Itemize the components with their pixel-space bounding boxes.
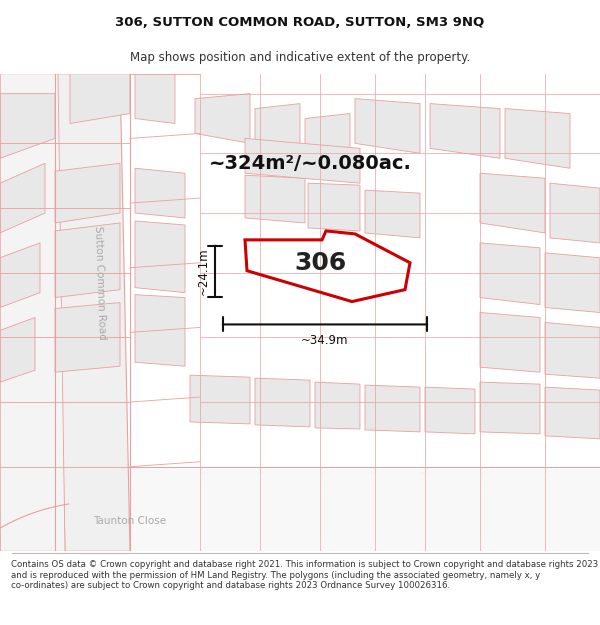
Polygon shape [505, 109, 570, 168]
Polygon shape [480, 312, 540, 372]
Polygon shape [545, 253, 600, 312]
Polygon shape [430, 104, 500, 158]
Text: ~34.9m: ~34.9m [301, 334, 349, 347]
Text: Contains OS data © Crown copyright and database right 2021. This information is : Contains OS data © Crown copyright and d… [11, 560, 598, 590]
Polygon shape [425, 387, 475, 434]
Polygon shape [480, 243, 540, 304]
Polygon shape [480, 173, 545, 233]
Text: Taunton Close: Taunton Close [94, 516, 167, 526]
Polygon shape [315, 382, 360, 429]
Polygon shape [365, 190, 420, 238]
Text: ~324m²/~0.080ac.: ~324m²/~0.080ac. [209, 154, 412, 173]
Polygon shape [355, 99, 420, 153]
Polygon shape [135, 294, 185, 366]
Polygon shape [135, 168, 185, 218]
Polygon shape [0, 243, 40, 308]
Polygon shape [245, 175, 305, 223]
Polygon shape [245, 138, 360, 183]
Polygon shape [55, 302, 120, 372]
Polygon shape [55, 223, 120, 298]
Polygon shape [190, 375, 250, 424]
Text: Map shows position and indicative extent of the property.: Map shows position and indicative extent… [130, 51, 470, 64]
Polygon shape [305, 114, 350, 158]
Text: Sutton Common Road: Sutton Common Road [93, 226, 107, 340]
Polygon shape [365, 385, 420, 432]
Polygon shape [255, 104, 300, 153]
Polygon shape [0, 467, 600, 551]
Polygon shape [135, 74, 175, 124]
Text: ~24.1m: ~24.1m [197, 248, 209, 295]
Polygon shape [0, 94, 55, 158]
Text: 306: 306 [294, 251, 346, 275]
Polygon shape [0, 318, 35, 382]
Polygon shape [308, 183, 360, 231]
Polygon shape [135, 221, 185, 292]
Polygon shape [255, 378, 310, 427]
Polygon shape [0, 74, 65, 551]
Polygon shape [545, 387, 600, 439]
Text: 306, SUTTON COMMON ROAD, SUTTON, SM3 9NQ: 306, SUTTON COMMON ROAD, SUTTON, SM3 9NQ [115, 16, 485, 29]
Polygon shape [195, 94, 250, 143]
Polygon shape [480, 382, 540, 434]
Polygon shape [55, 74, 130, 551]
Polygon shape [550, 183, 600, 243]
Polygon shape [0, 163, 45, 233]
Polygon shape [55, 163, 120, 223]
Polygon shape [70, 74, 130, 124]
Polygon shape [545, 322, 600, 378]
